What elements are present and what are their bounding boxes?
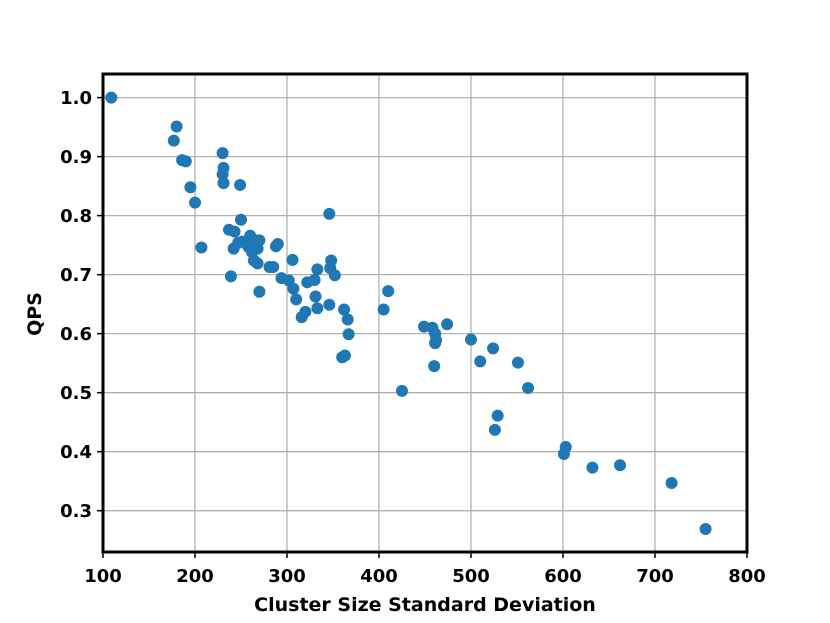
data-point: [228, 225, 241, 238]
x-tick-label: 600: [544, 566, 582, 587]
data-point: [251, 257, 264, 270]
data-point: [338, 349, 351, 362]
data-point: [234, 178, 247, 191]
data-point: [216, 168, 229, 181]
data-point: [341, 313, 354, 326]
data-point: [309, 290, 322, 303]
x-tick-label: 400: [360, 566, 398, 587]
data-point: [488, 423, 501, 436]
x-tick-label: 700: [636, 566, 674, 587]
data-point: [429, 337, 442, 350]
data-point: [308, 273, 321, 286]
data-point: [253, 285, 266, 298]
data-point: [665, 476, 678, 489]
data-point: [699, 522, 712, 535]
y-axis-label: QPS: [24, 292, 46, 336]
data-point: [382, 285, 395, 298]
data-point: [299, 305, 312, 318]
data-point: [179, 155, 192, 168]
data-point: [377, 303, 390, 316]
x-tick-label: 500: [452, 566, 490, 587]
data-point: [287, 282, 300, 295]
y-tick-label: 0.4: [60, 442, 92, 463]
data-point: [189, 196, 201, 209]
y-tick-label: 0.9: [60, 147, 92, 168]
data-point: [232, 236, 245, 249]
data-point: [338, 303, 351, 316]
data-point: [614, 459, 627, 472]
grid: [102, 74, 748, 552]
data-point: [323, 207, 336, 220]
data-point: [511, 356, 524, 369]
data-point: [328, 269, 341, 282]
data-point: [342, 328, 355, 341]
data-point: [217, 177, 230, 190]
y-tick-label: 0.7: [60, 265, 92, 286]
data-point: [441, 318, 454, 331]
data-point: [323, 298, 336, 311]
data-points: [105, 91, 712, 535]
data-point: [487, 342, 500, 355]
axis-ticks: 100 200 300 400 500 600 700 800 0.3 0.4 0.5 0.6 0.7 0…: [60, 88, 766, 587]
data-point: [224, 270, 237, 283]
data-point: [428, 360, 441, 373]
data-point: [559, 440, 572, 453]
data-point: [269, 240, 282, 253]
data-point: [170, 120, 183, 133]
data-point: [396, 384, 408, 397]
x-tick-label: 800: [728, 566, 766, 587]
data-point: [311, 302, 324, 315]
y-tick-label: 0.6: [60, 324, 92, 345]
x-axis-label: Cluster Size Standard Deviation: [254, 594, 596, 616]
data-point: [216, 147, 229, 160]
data-point: [267, 260, 280, 273]
data-point: [491, 409, 504, 422]
data-point: [474, 355, 487, 368]
data-point: [195, 241, 208, 254]
data-point: [167, 134, 180, 147]
data-point: [235, 213, 247, 226]
x-tick-label: 300: [268, 566, 306, 587]
data-point: [522, 381, 535, 394]
y-tick-label: 1.0: [60, 88, 92, 109]
data-point: [465, 333, 477, 346]
data-point: [105, 91, 118, 104]
data-point: [253, 234, 266, 247]
x-tick-label: 200: [176, 566, 214, 587]
y-tick-label: 0.3: [60, 501, 92, 522]
x-tick-label: 100: [84, 566, 122, 587]
y-tick-label: 0.5: [60, 383, 92, 404]
data-point: [290, 293, 303, 306]
data-point: [586, 461, 599, 474]
data-point: [286, 253, 299, 266]
data-point: [184, 181, 197, 194]
plot-frame: [101, 72, 749, 554]
y-tick-label: 0.8: [60, 206, 92, 227]
data-point: [311, 263, 324, 276]
data-point: [325, 254, 338, 267]
